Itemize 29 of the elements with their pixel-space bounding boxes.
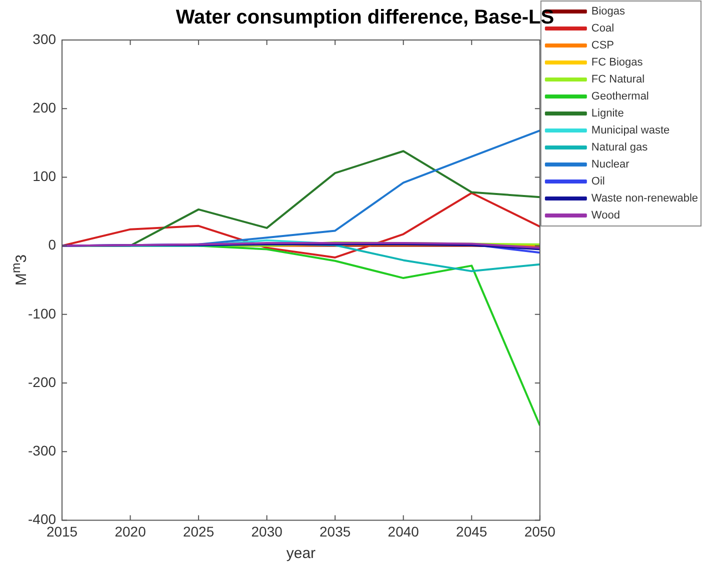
y-tick-label: 100 [32, 168, 56, 184]
x-tick-label: 2050 [524, 523, 556, 540]
y-tick-label: -100 [28, 305, 56, 322]
x-tick-label: 2020 [114, 523, 146, 540]
x-tick-label: 2030 [251, 523, 283, 540]
legend-label: Municipal waste [591, 124, 670, 137]
legend-label: Natural gas [591, 142, 648, 154]
legend-label: FC Natural [591, 74, 645, 86]
legend-label: Coal [591, 22, 614, 35]
x-tick-label: 2040 [388, 523, 420, 540]
legend-label: Wood [591, 210, 620, 222]
legend-label: FC Biogas [591, 56, 644, 69]
y-tick-label: -300 [28, 442, 56, 458]
x-tick-label: 2045 [456, 523, 488, 540]
y-tick-label: 300 [32, 30, 56, 47]
y-tick-label: 200 [32, 99, 56, 116]
x-axis-title: year [286, 545, 316, 562]
legend-label: Waste non-renewable [591, 192, 698, 205]
legend-label: Nuclear [591, 158, 630, 171]
y-tick-label: 0 [48, 236, 56, 253]
legend-label: Lignite [591, 108, 624, 120]
x-tick-label: 2025 [182, 523, 214, 540]
chart-title: Water consumption difference, Base-LS [176, 6, 554, 29]
y-tick-label: -200 [28, 374, 56, 390]
legend-label: Biogas [591, 6, 626, 18]
legend-label: CSP [591, 40, 614, 52]
legend-label: Geothermal [591, 90, 649, 103]
x-tick-label: 2035 [320, 523, 351, 540]
legend-label: Oil [591, 176, 605, 188]
